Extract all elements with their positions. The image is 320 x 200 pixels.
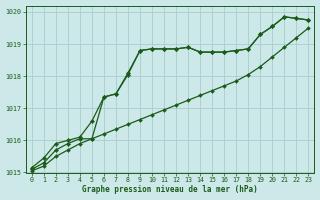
X-axis label: Graphe pression niveau de la mer (hPa): Graphe pression niveau de la mer (hPa)	[82, 185, 258, 194]
